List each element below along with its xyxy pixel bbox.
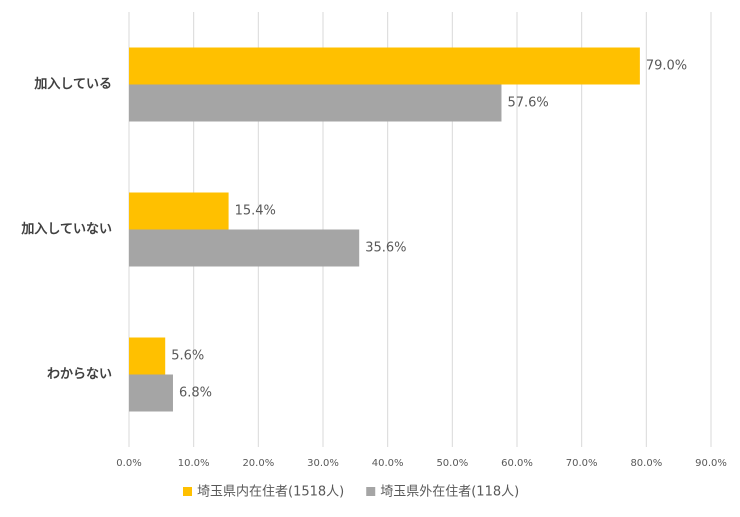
bar xyxy=(129,192,229,230)
x-tick-label: 60.0% xyxy=(501,458,533,469)
bar xyxy=(129,337,166,375)
value-label: 35.6% xyxy=(365,241,406,256)
value-label: 5.6% xyxy=(171,349,204,364)
x-tick-label: 20.0% xyxy=(242,458,274,469)
legend-swatch xyxy=(183,487,192,496)
x-tick-label: 30.0% xyxy=(307,458,339,469)
legend-label: 埼玉県外在住者(118人) xyxy=(380,485,519,500)
x-tick-label: 40.0% xyxy=(372,458,404,469)
value-label: 57.6% xyxy=(507,96,548,111)
legend-label: 埼玉県内在住者(1518人) xyxy=(197,484,344,500)
bar xyxy=(129,229,360,267)
bar xyxy=(129,374,173,412)
x-tick-label: 0.0% xyxy=(116,458,141,469)
bar xyxy=(129,84,502,122)
legend-swatch xyxy=(366,487,376,496)
x-tick-label: 10.0% xyxy=(178,458,210,469)
category-label: 加入していない xyxy=(20,222,112,237)
x-tick-label: 70.0% xyxy=(566,458,598,469)
value-label: 15.4% xyxy=(235,204,276,219)
value-label: 6.8% xyxy=(179,386,212,401)
x-tick-label: 50.0% xyxy=(436,458,468,469)
value-label: 79.0% xyxy=(646,59,687,74)
category-label: 加入している xyxy=(33,77,112,92)
bar xyxy=(129,47,640,85)
x-tick-label: 90.0% xyxy=(695,458,727,469)
x-tick-label: 80.0% xyxy=(630,458,662,469)
category-label: わからない xyxy=(47,367,112,382)
